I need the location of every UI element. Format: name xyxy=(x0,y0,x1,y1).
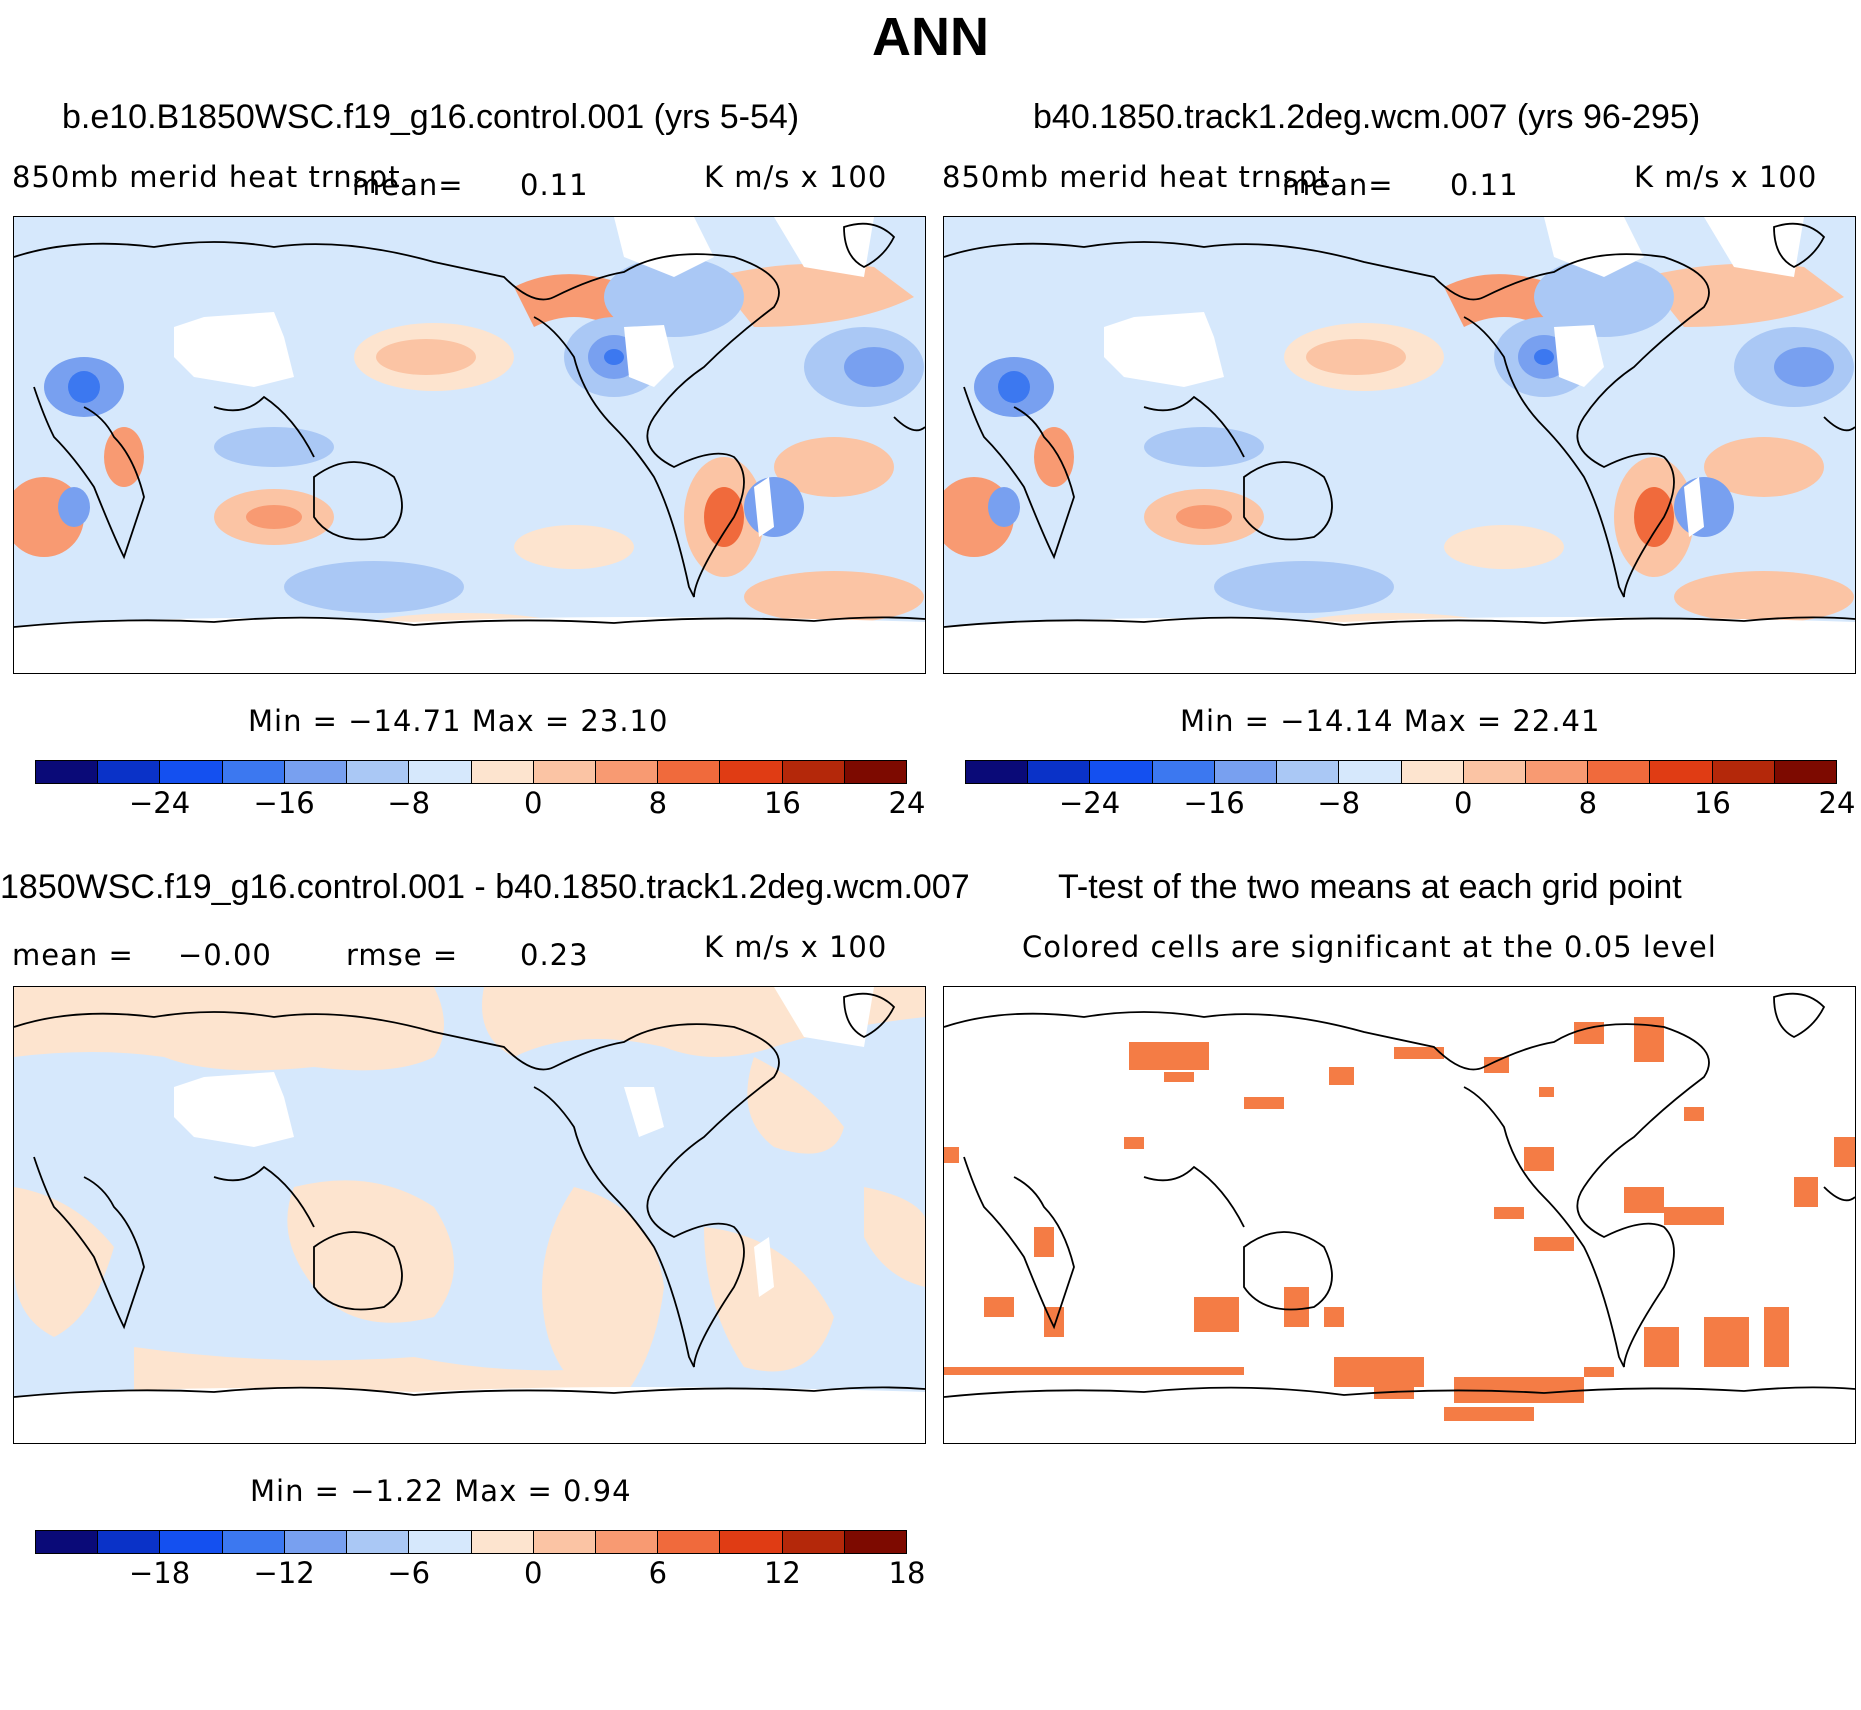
colorbar-swatch xyxy=(98,1531,161,1553)
colorbar-swatch xyxy=(720,1531,783,1553)
panel3-rmse-value: 0.23 xyxy=(520,938,589,972)
colorbar-swatch xyxy=(1277,761,1340,783)
figure-title: ANN xyxy=(872,7,989,67)
panel4-map-field xyxy=(944,992,1855,1421)
colorbar-swatch xyxy=(1152,761,1215,783)
panel3-mean-label: mean = xyxy=(12,938,134,972)
colorbar-swatch xyxy=(966,761,1029,783)
panel2-variable: 850mb merid heat trnspt xyxy=(942,160,1331,194)
panel3-colorbar xyxy=(35,1530,907,1554)
panel1-minmax: Min = −14.71 Max = 23.10 xyxy=(248,704,669,738)
colorbar-swatch xyxy=(471,761,534,783)
panel3-title: 1850WSC.f19_g16.control.001 - b40.1850.t… xyxy=(0,868,970,906)
panel3-colorbar-ticks: −18 −12 −6 0 6 12 18 xyxy=(35,1554,925,1590)
colorbar-swatch xyxy=(347,1531,410,1553)
colorbar-tick-label: −8 xyxy=(1317,786,1361,820)
panel4-title: T-test of the two means at each grid poi… xyxy=(1058,868,1682,906)
panel4-subtitle: Colored cells are significant at the 0.0… xyxy=(1022,930,1717,964)
colorbar-swatch xyxy=(1712,761,1775,783)
panel2-mean-value: 0.11 xyxy=(1450,168,1519,202)
colorbar-swatch xyxy=(1650,761,1713,783)
colorbar-tick-label: 24 xyxy=(888,786,926,820)
panel1-colorbar xyxy=(35,760,907,784)
colorbar-swatch xyxy=(595,761,659,783)
colorbar-swatch xyxy=(1339,761,1402,783)
colorbar-tick-label: 16 xyxy=(1693,786,1731,820)
colorbar-tick-label: −12 xyxy=(253,1556,315,1590)
panel1-units: K m/s x 100 xyxy=(704,160,888,194)
colorbar-tick-label: 0 xyxy=(524,786,543,820)
panel1-mean-value: 0.11 xyxy=(520,168,589,202)
colorbar-swatch xyxy=(471,1531,534,1553)
colorbar-swatch xyxy=(844,1531,907,1553)
panel1-map-field xyxy=(14,217,925,673)
colorbar-tick-label: 8 xyxy=(648,786,668,820)
panel4-map xyxy=(943,986,1856,1444)
colorbar-swatch xyxy=(1401,761,1464,783)
panel2-mean-label: mean= xyxy=(1282,168,1394,202)
colorbar-swatch xyxy=(98,761,161,783)
colorbar-tick-label: −24 xyxy=(1058,786,1121,820)
colorbar-swatch xyxy=(1774,761,1837,783)
colorbar-swatch xyxy=(782,1531,845,1553)
panel1-map xyxy=(13,216,926,674)
colorbar-swatch xyxy=(533,1531,596,1553)
colorbar-swatch xyxy=(409,761,472,783)
colorbar-swatch xyxy=(222,1531,285,1553)
colorbar-swatch xyxy=(284,1531,348,1553)
colorbar-swatch xyxy=(1028,761,1091,783)
panel2-map xyxy=(943,216,1856,674)
colorbar-swatch xyxy=(1525,761,1589,783)
colorbar-tick-label: 12 xyxy=(763,1556,801,1590)
colorbar-tick-label: 24 xyxy=(1818,786,1856,820)
colorbar-tick-label: 0 xyxy=(524,1556,543,1590)
colorbar-tick-label: 6 xyxy=(648,1556,668,1590)
colorbar-tick-label: −16 xyxy=(253,786,315,820)
colorbar-tick-label: −18 xyxy=(128,1556,191,1590)
colorbar-tick-label: 0 xyxy=(1454,786,1473,820)
colorbar-tick-label: 18 xyxy=(888,1556,926,1590)
colorbar-swatch xyxy=(409,1531,472,1553)
panel3-minmax: Min = −1.22 Max = 0.94 xyxy=(250,1474,632,1508)
colorbar-tick-label: 8 xyxy=(1578,786,1598,820)
panel2-title: b40.1850.track1.2deg.wcm.007 (yrs 96-295… xyxy=(1033,98,1701,136)
panel2-colorbar-ticks: −24 −16 −8 0 8 16 24 xyxy=(965,784,1855,820)
panel1-variable: 850mb merid heat trnspt xyxy=(12,160,401,194)
panel1-title: b.e10.B1850WSC.f19_g16.control.001 (yrs … xyxy=(62,98,800,136)
colorbar-swatch xyxy=(1214,761,1278,783)
panel3-rmse-label: rmse = xyxy=(346,938,459,972)
colorbar-swatch xyxy=(658,761,721,783)
panel1-colorbar-ticks: −24 −16 −8 0 8 16 24 xyxy=(35,784,925,820)
colorbar-swatch xyxy=(36,761,99,783)
colorbar-swatch xyxy=(36,1531,99,1553)
colorbar-tick-label: −8 xyxy=(387,786,431,820)
colorbar-swatch xyxy=(1463,761,1526,783)
panel2-minmax: Min = −14.14 Max = 22.41 xyxy=(1180,704,1601,738)
panel2-units: K m/s x 100 xyxy=(1634,160,1818,194)
colorbar-swatch xyxy=(222,761,285,783)
colorbar-swatch xyxy=(595,1531,659,1553)
colorbar-swatch xyxy=(160,1531,223,1553)
panel2-map-field xyxy=(944,217,1855,673)
panel3-mean-value: −0.00 xyxy=(178,938,272,972)
colorbar-swatch xyxy=(720,761,783,783)
colorbar-swatch xyxy=(1090,761,1153,783)
panel1-mean-label: mean= xyxy=(352,168,464,202)
colorbar-swatch xyxy=(658,1531,721,1553)
colorbar-swatch xyxy=(1588,761,1651,783)
panel2-colorbar xyxy=(965,760,1837,784)
colorbar-swatch xyxy=(533,761,596,783)
colorbar-swatch xyxy=(782,761,845,783)
colorbar-swatch xyxy=(160,761,223,783)
colorbar-tick-label: 16 xyxy=(763,786,801,820)
colorbar-swatch xyxy=(844,761,907,783)
panel3-map xyxy=(13,986,926,1444)
colorbar-tick-label: −24 xyxy=(128,786,191,820)
colorbar-tick-label: −6 xyxy=(387,1556,431,1590)
colorbar-swatch xyxy=(284,761,348,783)
colorbar-tick-label: −16 xyxy=(1183,786,1245,820)
panel3-map-field xyxy=(14,987,925,1443)
panel3-units: K m/s x 100 xyxy=(704,930,888,964)
colorbar-swatch xyxy=(347,761,410,783)
